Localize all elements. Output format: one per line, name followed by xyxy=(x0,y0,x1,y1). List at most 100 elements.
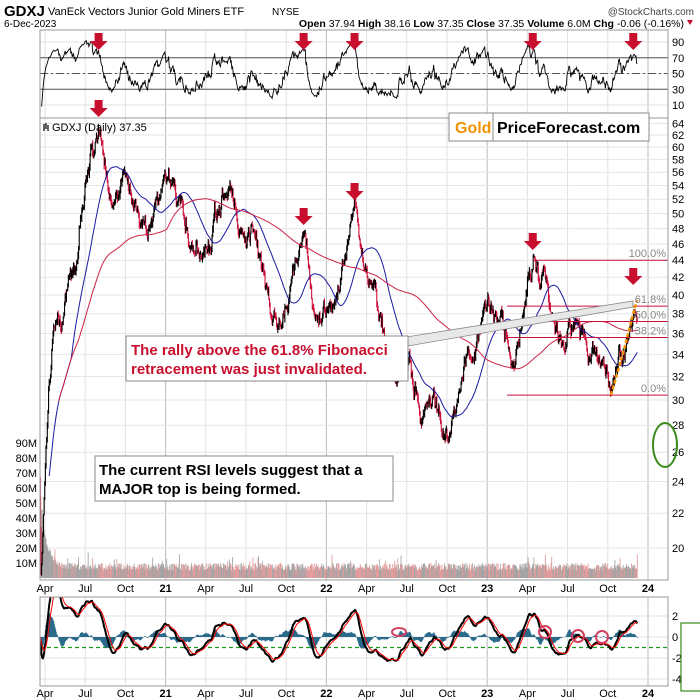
x-tick-label: Apr xyxy=(519,583,536,595)
x-tick-label: Jul xyxy=(78,583,92,595)
volume-label: Volume xyxy=(527,18,564,30)
high-value: 38.16 xyxy=(384,18,410,30)
x-tick-label: Jul xyxy=(561,688,575,700)
rally-trend-line xyxy=(609,299,639,396)
rsi-top-arrow-icon xyxy=(89,33,108,50)
x-tick-label: Oct xyxy=(117,688,134,700)
low-label: Low xyxy=(413,18,435,30)
fibonacci-label: 0.0% xyxy=(641,383,666,395)
rsi-callout-box xyxy=(94,455,394,502)
x-tick-label: Jul xyxy=(78,688,92,700)
x-tick-label: Oct xyxy=(117,583,134,595)
fibonacci-callout: The rally above the 61.8% Fibonacci retr… xyxy=(125,335,409,382)
security-name: VanEck Vectors Junior Gold Miners ETF xyxy=(48,6,244,18)
rsi-line-group xyxy=(41,39,638,107)
fibonacci-label: 61.8% xyxy=(635,294,666,306)
close-label: Close xyxy=(466,18,495,30)
ticker-symbol: GDXJ xyxy=(4,3,45,20)
logo-gold: Gold xyxy=(455,120,491,137)
rsi-top-arrow-icon xyxy=(294,33,313,50)
osc-line xyxy=(40,597,639,663)
x-tick-label: Apr xyxy=(358,688,375,700)
price-tick-label: 52 xyxy=(672,194,684,206)
rsi-tick-label: 30 xyxy=(672,84,684,96)
price-top-arrow-icon xyxy=(294,208,313,225)
x-tick-label: 21 xyxy=(159,583,171,595)
rsi-callout-line-2: MAJOR top is being formed. xyxy=(99,481,301,498)
x-tick-label: 22 xyxy=(320,688,332,700)
close-value: 37.35 xyxy=(498,18,524,30)
price-tick-label: 48 xyxy=(672,223,684,235)
price-tick-label: 62 xyxy=(672,130,684,142)
x-tick-label: Jul xyxy=(400,583,414,595)
chart-date: 6-Dec-2023 xyxy=(4,19,57,30)
price-tick-label: 36 xyxy=(672,328,684,340)
osc-tick-label: 0 xyxy=(672,632,678,644)
rsi-line xyxy=(41,39,638,107)
volume-tick-label: 80M xyxy=(16,453,37,465)
high-label: High xyxy=(358,18,381,30)
volume-tick-label: 70M xyxy=(16,468,37,480)
price-tick-label: 64 xyxy=(672,118,684,130)
x-tick-label: Oct xyxy=(599,688,616,700)
osc-tick-label: -2 xyxy=(672,653,682,665)
logo-box xyxy=(448,112,650,142)
x-tick-label: Jul xyxy=(400,688,414,700)
price-tick-label: 44 xyxy=(672,255,684,267)
callout-pointer xyxy=(399,300,634,347)
exchange: NYSE xyxy=(272,7,300,18)
price-tick-label: 50 xyxy=(672,209,684,221)
fibonacci-callout-line-1: The rally above the 61.8% Fibonacci xyxy=(131,342,388,359)
volume-value: 6.0M xyxy=(567,18,590,30)
price-top-arrow-icon xyxy=(345,183,364,200)
x-tick-label: Apr xyxy=(519,688,536,700)
price-panel-border xyxy=(39,117,669,581)
x-tick-label: 21 xyxy=(159,688,171,700)
osc-tick-label: -4 xyxy=(672,674,682,686)
low-value: 37.35 xyxy=(437,18,463,30)
x-tick-label: Oct xyxy=(278,583,295,595)
osc-highlight-circle xyxy=(571,629,585,643)
price-tick-label: 26 xyxy=(672,447,684,459)
x-tick-label: Oct xyxy=(278,688,295,700)
copyright: @StockCharts.com xyxy=(608,7,694,18)
logo-text: PriceForecast.com xyxy=(497,120,640,137)
volume-tick-label: 60M xyxy=(16,483,37,495)
rsi-callout: The current RSI levels suggest that a MA… xyxy=(94,455,394,502)
rsi-top-arrow-icon xyxy=(624,33,643,50)
fibonacci-label: 50.0% xyxy=(635,309,666,321)
rsi-callout-line-1: The current RSI levels suggest that a xyxy=(99,462,363,479)
x-tick-label: 23 xyxy=(481,583,493,595)
rsi-tick-label: 90 xyxy=(672,37,684,49)
price-legend-label: GDXJ (Daily) 37.35 xyxy=(52,122,147,134)
change-value: -0.06 (-0.16%) xyxy=(617,18,684,30)
x-tick-label: Apr xyxy=(36,583,53,595)
price-tick-label: 38 xyxy=(672,309,684,321)
price-tick-label: 28 xyxy=(672,420,684,432)
down-triangle-icon xyxy=(687,20,693,25)
x-tick-label: Jul xyxy=(239,583,253,595)
change-label: Chg xyxy=(594,18,614,30)
open-label: Open xyxy=(299,18,326,30)
osc-signal-line xyxy=(40,597,638,661)
up-candles xyxy=(40,123,637,576)
fibonacci-callout-line-2: retracement was just invalidated. xyxy=(131,361,367,378)
x-tick-label: 24 xyxy=(642,688,655,700)
rsi-tick-label: 10 xyxy=(672,100,684,112)
volume-tick-label: 50M xyxy=(16,498,37,510)
price-tick-label: 34 xyxy=(672,349,684,361)
x-tick-label: Apr xyxy=(36,688,53,700)
osc-tick-label: 2 xyxy=(672,611,678,623)
x-tick-label: 22 xyxy=(320,583,332,595)
fibonacci-label: 38.2% xyxy=(635,326,666,338)
rsi-tick-label: 70 xyxy=(672,53,684,65)
x-tick-label: Apr xyxy=(197,583,214,595)
axis-labels: Apr Apr Jul Jul Oct Oct 21 21 Apr Apr Jul Jul Oct Oct… xyxy=(16,37,685,700)
price-tick-label: 46 xyxy=(672,239,684,251)
volume-tick-label: 30M xyxy=(16,528,37,540)
fibonacci-label: 100.0% xyxy=(629,248,667,260)
osc-highlight-circle xyxy=(391,627,407,637)
price-tick-label: 58 xyxy=(672,154,684,166)
price-tick-label: 56 xyxy=(672,167,684,179)
osc-highlight-circle xyxy=(538,625,552,639)
